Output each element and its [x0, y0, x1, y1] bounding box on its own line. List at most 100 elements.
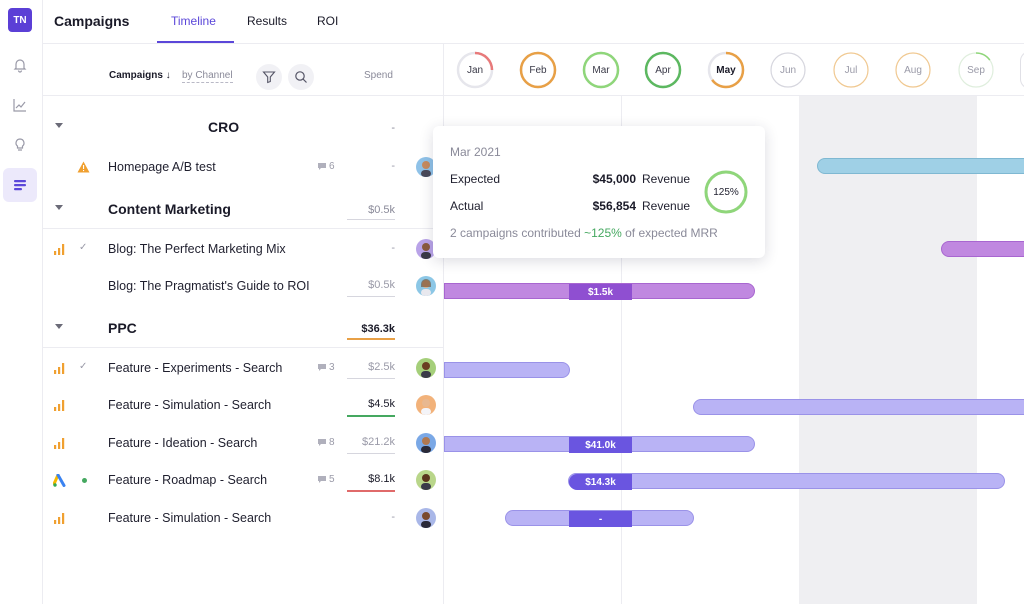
bar-value-label: $41.0k — [569, 437, 632, 453]
left-rail: TN — [0, 0, 43, 604]
campaign-name: Feature - Experiments - Search — [108, 361, 283, 375]
avatar[interactable] — [416, 433, 436, 453]
bar-chart-icon — [54, 363, 65, 374]
gantt-bar-ideation-search[interactable]: $41.0k — [444, 436, 755, 453]
campaign-list-panel: Campaigns ↓ by Channel Spend CRO - Homep… — [43, 44, 444, 604]
month-progress-ring — [833, 52, 869, 88]
gantt-bar-homepage-ab-test[interactable] — [817, 158, 1024, 174]
page-title: Campaigns — [54, 13, 130, 29]
filter-button[interactable] — [256, 64, 282, 90]
tooltip-progress-ring: 125% — [703, 169, 749, 215]
gantt-bar-simulation-search[interactable] — [693, 399, 1024, 415]
month-progress-ring — [707, 51, 745, 89]
chart-icon[interactable] — [3, 88, 37, 122]
avatar[interactable] — [416, 239, 436, 259]
month-aug[interactable]: Aug — [894, 51, 932, 89]
timeline-area: Jan Feb Mar Apr — [444, 44, 1024, 604]
tab-roi[interactable]: ROI — [317, 14, 339, 28]
campaign-row[interactable]: Homepage A/B test 6 - — [43, 149, 444, 186]
google-ads-icon — [53, 474, 66, 487]
group-row-cro[interactable]: CRO - — [43, 109, 444, 147]
month-jun[interactable]: Jun — [769, 51, 807, 89]
collapse-caret-icon[interactable] — [55, 324, 63, 329]
month-progress-ring — [519, 51, 557, 89]
month-apr[interactable]: Apr — [644, 51, 682, 89]
comment-icon — [318, 364, 326, 371]
bar-chart-icon — [54, 244, 65, 255]
avatar[interactable] — [416, 358, 436, 378]
month-feb[interactable]: Feb — [519, 51, 557, 89]
active-tab-indicator — [157, 41, 234, 43]
gantt-bar-simulation-search-2[interactable]: - — [505, 510, 694, 527]
campaign-name: Feature - Simulation - Search — [108, 398, 272, 412]
month-jan[interactable]: Jan — [456, 51, 494, 89]
month-may[interactable]: May — [707, 51, 745, 89]
spend-underline — [347, 378, 395, 379]
gantt-bar-pragmatists-guide[interactable]: $1.5k — [444, 283, 755, 300]
month-mar[interactable]: Mar — [582, 51, 620, 89]
tab-results[interactable]: Results — [247, 14, 288, 28]
bell-icon[interactable] — [3, 48, 37, 82]
gantt-bar-perfect-marketing-mix[interactable] — [941, 241, 1024, 257]
warning-icon — [77, 161, 90, 173]
campaign-spend: $8.1k — [368, 473, 395, 485]
month-progress-ring — [456, 51, 494, 89]
collapse-caret-icon[interactable] — [55, 123, 63, 128]
month-tooltip: Mar 2021 Expected $45,000 Revenue Actual… — [433, 126, 765, 258]
list-icon[interactable] — [3, 168, 37, 202]
tooltip-expected-label: Expected — [450, 172, 501, 186]
campaign-row[interactable]: Feature - Simulation - Search $4.5k — [43, 387, 444, 424]
comment-count[interactable]: 3 — [317, 362, 335, 373]
campaign-spend: - — [391, 511, 395, 523]
sort-campaigns-button[interactable]: Campaigns ↓ — [109, 70, 171, 81]
month-progress-ring — [958, 52, 994, 88]
campaign-name: Feature - Roadmap - Search — [108, 473, 268, 487]
avatar[interactable] — [416, 276, 436, 296]
campaign-row[interactable]: ✓ Feature - Experiments - Search 3 $2.5k — [43, 350, 444, 387]
gantt-bar-roadmap-search[interactable]: $14.3k — [568, 473, 1005, 490]
avatar[interactable] — [416, 157, 436, 177]
campaign-row[interactable]: Feature - Ideation - Search 8 $21.2k — [43, 425, 444, 462]
group-by-dropdown[interactable]: by Channel — [182, 70, 233, 83]
bar-value-label: $1.5k — [569, 284, 632, 300]
month-jul[interactable]: Jul — [832, 51, 870, 89]
comment-icon — [318, 163, 326, 170]
lightbulb-icon[interactable] — [3, 128, 37, 162]
month-progress-ring — [770, 52, 806, 88]
campaign-spend: $21.2k — [361, 436, 395, 448]
campaign-row[interactable]: Feature - Simulation - Search - — [43, 500, 444, 537]
bar-chart-icon — [54, 513, 65, 524]
month-oct-partial — [1020, 51, 1024, 89]
tooltip-actual-value: $56,854 — [592, 199, 636, 213]
bar-chart-icon — [54, 438, 65, 449]
campaign-name: Blog: The Pragmatist's Guide to ROI — [108, 279, 310, 293]
tooltip-expected-unit: Revenue — [642, 172, 691, 186]
avatar[interactable] — [416, 508, 436, 528]
collapse-caret-icon[interactable] — [55, 205, 63, 210]
top-bar: Campaigns Timeline Results ROI — [43, 0, 1024, 44]
month-progress-ring — [644, 51, 682, 89]
month-sep[interactable]: Sep — [957, 51, 995, 89]
campaign-name: Feature - Simulation - Search — [108, 511, 272, 525]
campaign-row[interactable]: Feature - Roadmap - Search 5 $8.1k — [43, 462, 444, 499]
search-button[interactable] — [288, 64, 314, 90]
timeline-month-header: Jan Feb Mar Apr — [444, 44, 1024, 96]
avatar[interactable] — [416, 470, 436, 490]
group-row-ppc[interactable]: PPC $36.3k — [43, 310, 444, 348]
group-row-content-marketing[interactable]: Content Marketing $0.5k — [43, 191, 444, 229]
list-header: Campaigns ↓ by Channel Spend — [43, 44, 444, 96]
tooltip-title: Mar 2021 — [450, 145, 501, 159]
tab-timeline[interactable]: Timeline — [171, 14, 216, 28]
comment-count[interactable]: 5 — [317, 474, 335, 485]
campaign-row[interactable]: Blog: The Pragmatist's Guide to ROI $0.5… — [43, 268, 444, 305]
spend-underline — [347, 296, 395, 297]
bar-value-label: - — [569, 511, 632, 527]
comment-icon — [318, 439, 326, 446]
comment-count[interactable]: 8 — [317, 437, 335, 448]
campaign-row[interactable]: ✓ Blog: The Perfect Marketing Mix - — [43, 231, 444, 268]
comment-count[interactable]: 6 — [317, 161, 335, 172]
avatar[interactable] — [416, 395, 436, 415]
gantt-bar-experiments-search[interactable] — [444, 362, 570, 378]
workspace-logo[interactable]: TN — [8, 8, 32, 32]
campaign-spend: - — [391, 160, 395, 172]
